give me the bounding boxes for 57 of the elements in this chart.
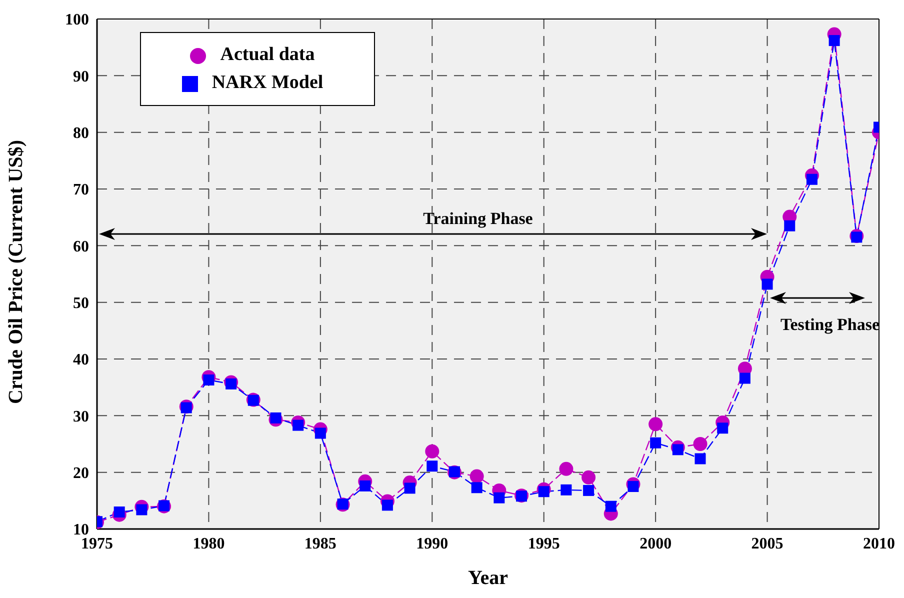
point: [470, 469, 484, 484]
x-tick-label: 1985: [304, 535, 336, 552]
y-axis-title: Crude Oil Price (Current US$): [5, 140, 28, 404]
point: [180, 402, 192, 414]
point: [136, 504, 148, 516]
y-tick-label: 40: [73, 352, 89, 369]
annotation: Testing Phase: [780, 315, 880, 334]
point: [538, 486, 550, 498]
y-tick-label: 70: [73, 182, 89, 199]
point: [784, 220, 796, 232]
point: [404, 482, 416, 494]
point: [628, 481, 639, 492]
x-tick-label: 1990: [416, 535, 448, 552]
y-tick-label: 80: [73, 125, 89, 142]
point: [806, 174, 818, 185]
point: [717, 422, 728, 434]
point: [425, 444, 440, 458]
point: [360, 480, 371, 492]
point: [226, 378, 237, 390]
y-tick-label: 90: [73, 68, 89, 86]
point: [382, 500, 393, 511]
point: [471, 482, 482, 494]
y-tick-label: 60: [73, 238, 89, 256]
point: [605, 500, 616, 512]
x-tick-label: 2005: [751, 535, 784, 552]
x-axis-title: Year: [468, 567, 508, 589]
point: [672, 444, 684, 456]
point: [762, 278, 773, 290]
point: [203, 374, 214, 386]
y-tick-label: 30: [73, 408, 89, 426]
x-tick-label: 1980: [192, 535, 225, 552]
point: [560, 484, 572, 496]
point: [851, 232, 862, 243]
point: [828, 35, 840, 46]
point: [292, 420, 304, 431]
x-tick-label: 2010: [863, 535, 895, 552]
point: [582, 470, 596, 484]
x-tick-label: 2000: [640, 535, 672, 552]
point: [739, 372, 750, 384]
point: [426, 460, 438, 472]
annotation: Training Phase: [423, 209, 534, 228]
point: [270, 412, 282, 424]
point: [559, 462, 574, 476]
point: [650, 437, 662, 448]
point: [693, 437, 708, 451]
point: [494, 492, 505, 504]
point: [583, 484, 594, 496]
x-tick-label: 1995: [528, 535, 560, 552]
y-tick-label: 50: [73, 295, 89, 312]
y-tick-label: 100: [65, 12, 89, 29]
point: [314, 428, 326, 439]
point: [694, 453, 706, 464]
legend-label: Actual data: [220, 44, 315, 65]
point: [114, 506, 125, 518]
legend-label: NARX Model: [212, 72, 324, 93]
point: [648, 417, 663, 432]
y-tick-label: 20: [73, 465, 89, 482]
